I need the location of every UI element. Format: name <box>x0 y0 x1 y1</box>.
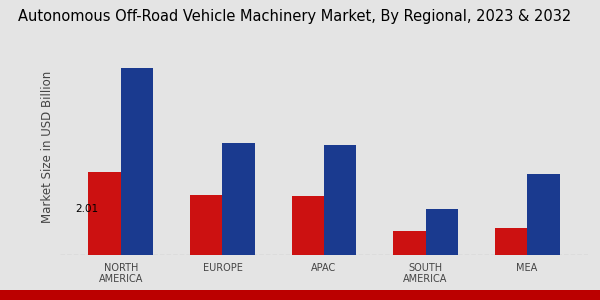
Y-axis label: Market Size in USD Billion: Market Size in USD Billion <box>41 71 55 223</box>
Bar <box>88 172 121 255</box>
Bar <box>425 209 458 255</box>
Text: Autonomous Off-Road Vehicle Machinery Market, By Regional, 2023 & 2032: Autonomous Off-Road Vehicle Machinery Ma… <box>18 9 571 24</box>
Bar <box>494 228 527 255</box>
Text: 2.01: 2.01 <box>75 204 98 214</box>
Bar <box>324 145 356 255</box>
Bar <box>292 196 324 255</box>
Bar <box>527 174 560 255</box>
Bar <box>190 195 223 255</box>
Bar <box>223 143 255 255</box>
Bar <box>393 231 425 255</box>
Bar <box>121 68 154 255</box>
